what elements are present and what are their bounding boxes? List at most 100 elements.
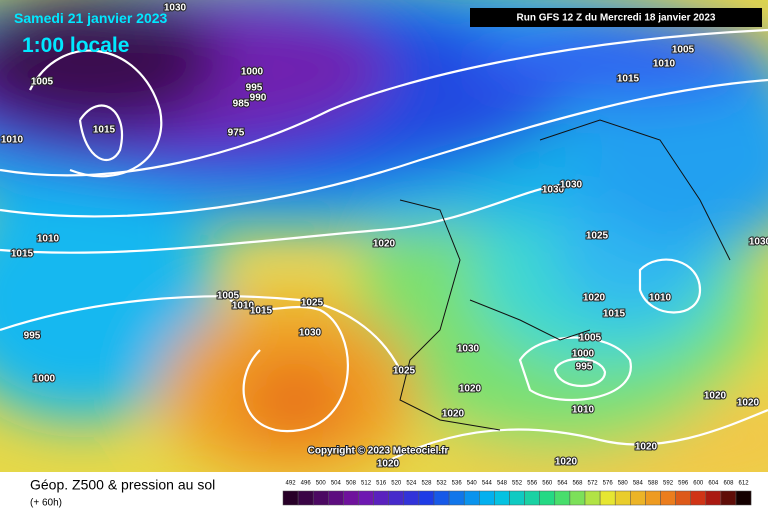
isobar-label: 1015: [617, 74, 640, 85]
scale-label: 568: [572, 481, 583, 487]
isobar-label: 1010: [37, 234, 60, 245]
valid-time: 1:00 locale: [22, 34, 129, 57]
scale-label: 492: [286, 481, 297, 487]
lead-time: (+ 60h): [30, 498, 62, 509]
footer-title: Géop. Z500 & pression au sol: [30, 477, 215, 493]
isobar-label: 1010: [232, 301, 255, 312]
scale-label: 608: [723, 481, 734, 487]
valid-date: Samedi 21 janvier 2023: [14, 10, 168, 26]
isobar-label: 995: [246, 83, 263, 94]
scale-swatch: [343, 490, 359, 506]
scale-label: 592: [663, 481, 674, 487]
scale-label: 604: [708, 481, 719, 487]
scale-label: 548: [497, 481, 508, 487]
scale-label: 596: [678, 481, 689, 487]
isobar-label: 1030: [164, 3, 187, 14]
scale-label: 572: [588, 481, 599, 487]
scale-swatch: [358, 490, 374, 506]
scale-label: 612: [739, 481, 750, 487]
isobar-label: 1030: [299, 328, 322, 339]
scale-swatch: [373, 490, 389, 506]
scale-swatch: [463, 490, 480, 506]
isobar-labels: 1030100510009959909859751015101010101015…: [0, 2, 768, 471]
isobar-label: 1005: [31, 77, 54, 88]
scale-swatch: [554, 490, 571, 506]
scale-swatch: [645, 490, 661, 506]
isobar-label: 995: [576, 362, 593, 373]
scale-swatch: [312, 490, 329, 506]
isobar-label: 1015: [93, 125, 116, 136]
scale-label: 532: [437, 481, 448, 487]
isobar-label: 995: [24, 331, 41, 342]
scale-swatch: [509, 490, 525, 506]
isobar-label: 1000: [33, 374, 56, 385]
isobar-label: 1020: [377, 459, 400, 470]
copyright: Copyright © 2023 Meteociel.fr: [308, 446, 449, 457]
isobar-label: 1030: [749, 237, 768, 248]
scale-swatch: [282, 490, 299, 506]
isobar-label: 1020: [459, 384, 482, 395]
isobar-label: 1005: [579, 333, 602, 344]
scale-label: 504: [331, 481, 342, 487]
isobar-label: 985: [233, 99, 250, 110]
scale-label: 536: [452, 481, 463, 487]
scale-swatch: [388, 490, 405, 506]
scale-label: 580: [618, 481, 629, 487]
scale-swatch: [690, 490, 707, 506]
isobar-label: 1015: [11, 249, 34, 260]
scale-swatch: [433, 490, 450, 506]
scale-label: 588: [648, 481, 659, 487]
scale-label: 560: [542, 481, 553, 487]
scale-label: 520: [391, 481, 402, 487]
scale-swatch: [418, 490, 435, 506]
scale-swatch: [539, 490, 556, 506]
color-scale: 492 496 500 504 508 512 516 520 524 528 532 536 540 5…: [282, 481, 752, 506]
scale-swatch: [479, 490, 495, 506]
isobar-label: 1010: [572, 405, 595, 416]
isobar-label: 1020: [704, 391, 727, 402]
scale-label: 544: [482, 481, 493, 487]
scale-swatch: [705, 490, 722, 506]
scale-swatch: [403, 490, 420, 506]
isobar-label: 1020: [737, 398, 760, 409]
scale-label: 576: [603, 481, 614, 487]
run-box: [470, 8, 762, 27]
scale-label: 552: [512, 481, 523, 487]
scale-swatch: [524, 490, 540, 506]
isobar-label: 1020: [442, 409, 465, 420]
isobar-label: 1025: [393, 366, 416, 377]
isobar-label: 1020: [583, 293, 606, 304]
scale-swatch: [675, 490, 691, 506]
isobar-label: 1030: [560, 180, 583, 191]
scale-swatch: [614, 490, 631, 506]
scale-swatch: [599, 490, 616, 506]
isobar-label: 1010: [653, 59, 676, 70]
isobar-label: 1000: [572, 349, 595, 360]
map-background: [0, 0, 768, 500]
isobar-label: 975: [228, 128, 245, 139]
isobar-label: 1020: [555, 457, 578, 468]
scale-swatch: [584, 490, 601, 506]
scale-label: 512: [361, 481, 372, 487]
isobar-label: 1005: [217, 291, 240, 302]
scale-label: 528: [421, 481, 432, 487]
scale-swatch: [448, 490, 465, 506]
scale-label: 584: [633, 481, 644, 487]
scale-swatch: [297, 490, 314, 506]
scale-label: 496: [301, 481, 312, 487]
scale-swatch: [660, 490, 676, 506]
isobar-label: 1025: [586, 231, 609, 242]
isobar-label: 1020: [373, 239, 396, 250]
isobar-label: 1025: [301, 298, 324, 309]
scale-label: 600: [693, 481, 704, 487]
isobar-label: 1010: [649, 293, 672, 304]
scale-label: 556: [527, 481, 538, 487]
isobar-label: 1005: [672, 45, 695, 56]
scale-label: 516: [376, 481, 387, 487]
run-info: Run GFS 12 Z du Mercredi 18 janvier 2023: [517, 13, 716, 24]
scale-label: 540: [467, 481, 478, 487]
scale-label: 500: [316, 481, 327, 487]
isobar-label: 1030: [457, 344, 480, 355]
scale-swatch: [735, 490, 752, 506]
